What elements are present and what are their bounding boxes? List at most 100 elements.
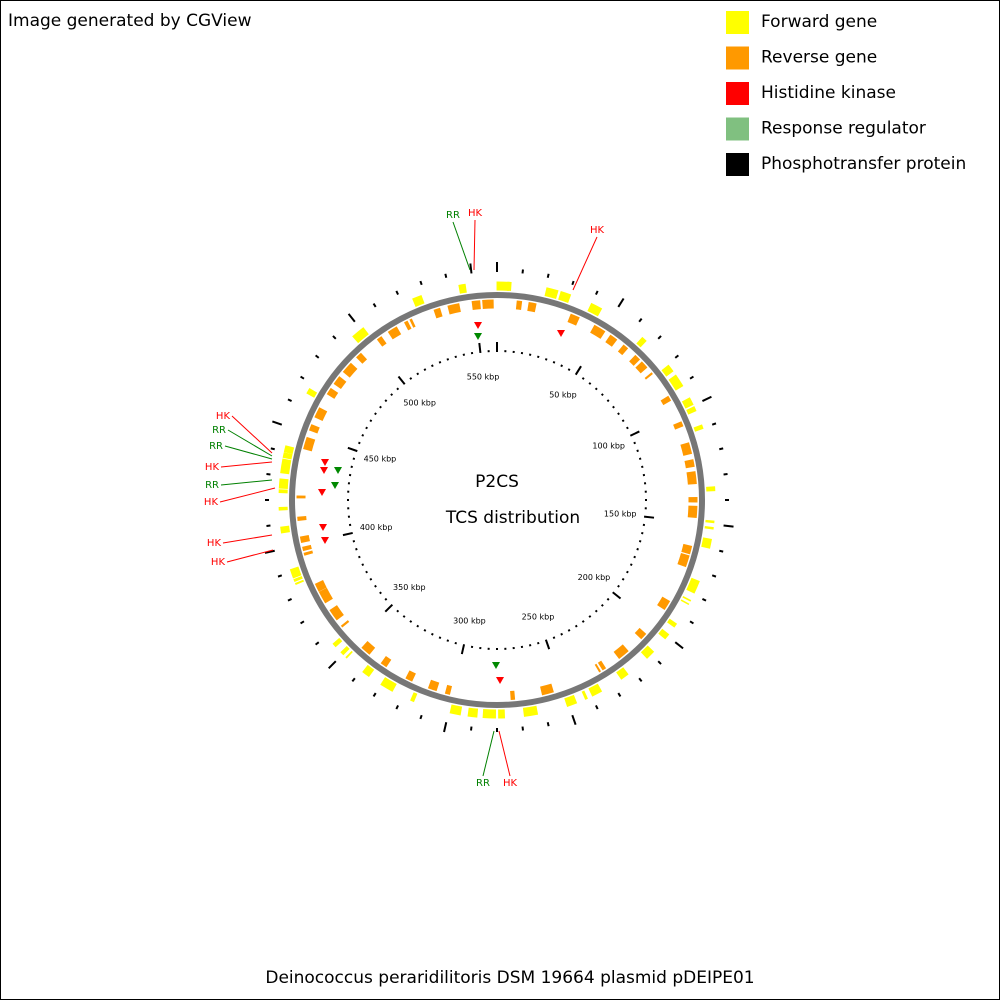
reverse-gene bbox=[303, 550, 314, 556]
inner-tick bbox=[347, 446, 358, 453]
reverse-gene bbox=[660, 395, 672, 406]
inner-tick bbox=[454, 355, 457, 359]
outer-tick bbox=[395, 704, 399, 710]
reverse-gene bbox=[527, 302, 537, 313]
outer-tick bbox=[617, 297, 625, 308]
forward-gene bbox=[668, 374, 684, 391]
reverse-gene bbox=[680, 442, 693, 456]
caption: Deinococcus peraridilitoris DSM 19664 pl… bbox=[265, 968, 754, 988]
outer-tick bbox=[419, 714, 423, 720]
inner-tick bbox=[478, 342, 482, 354]
reverse-gene bbox=[387, 326, 402, 340]
outer-tick bbox=[719, 447, 724, 451]
feature-label: HK bbox=[207, 538, 222, 549]
reverse-gene bbox=[590, 324, 606, 339]
inner-tick bbox=[446, 639, 450, 642]
forward-gene bbox=[289, 566, 302, 579]
inner-tick bbox=[606, 597, 610, 601]
inner-tick bbox=[416, 624, 420, 628]
tcs-marker bbox=[321, 537, 329, 544]
reverse-gene bbox=[302, 544, 312, 552]
feature-leader bbox=[572, 236, 598, 291]
forward-gene bbox=[667, 618, 678, 628]
tcs-marker bbox=[319, 524, 327, 531]
inner-tick bbox=[369, 419, 373, 423]
outer-tick bbox=[689, 375, 694, 380]
reverse-gene bbox=[314, 407, 328, 422]
tcs-marker bbox=[321, 459, 329, 466]
forward-gene bbox=[282, 452, 293, 460]
outer-tick bbox=[638, 317, 643, 323]
inner-tick bbox=[374, 412, 377, 416]
inner-tick bbox=[416, 372, 420, 376]
inner-tick bbox=[606, 399, 610, 403]
outer-tick bbox=[571, 280, 575, 286]
outer-tick bbox=[351, 677, 356, 683]
legend-label: Histidine kinase bbox=[761, 83, 896, 103]
reverse-gene bbox=[673, 421, 684, 430]
reverse-gene bbox=[681, 543, 693, 555]
forward-gene bbox=[345, 650, 353, 659]
tcs-marker bbox=[474, 333, 482, 340]
inner-tick bbox=[612, 405, 615, 409]
reverse-gene bbox=[540, 683, 554, 696]
inner-tick bbox=[438, 636, 442, 639]
outer-tick bbox=[689, 620, 694, 625]
feature-label: RR bbox=[446, 210, 460, 221]
legend-swatch bbox=[726, 46, 749, 70]
reverse-gene bbox=[404, 320, 412, 331]
feature-label: RR bbox=[209, 441, 223, 452]
forward-gene bbox=[278, 478, 289, 489]
feature-leader bbox=[220, 461, 273, 468]
feature-label: HK bbox=[205, 462, 220, 473]
forward-gene bbox=[449, 704, 463, 716]
forward-gene bbox=[588, 683, 603, 697]
inner-tick bbox=[402, 615, 406, 618]
inner-tick bbox=[552, 636, 556, 639]
inner-tick bbox=[365, 426, 368, 430]
feature-leader bbox=[473, 219, 476, 271]
inner-tick bbox=[454, 641, 457, 645]
forward-gene bbox=[412, 294, 425, 307]
forward-gene bbox=[280, 525, 290, 534]
backbone bbox=[289, 292, 705, 708]
forward-gene bbox=[658, 628, 670, 640]
inner-tick bbox=[342, 531, 353, 537]
outer-tick bbox=[272, 420, 283, 426]
legend-label: Phosphotransfer protein bbox=[761, 154, 966, 174]
reverse-gene bbox=[657, 596, 671, 611]
inner-tick bbox=[594, 387, 598, 391]
legend-swatch bbox=[726, 117, 749, 141]
inner-tick bbox=[384, 597, 388, 601]
inner-tick bbox=[431, 364, 434, 368]
outer-tick bbox=[711, 422, 717, 426]
tcs-marker bbox=[320, 467, 328, 474]
inner-tick bbox=[438, 361, 442, 364]
outer-tick bbox=[674, 354, 680, 359]
scale-label: 50 kbp bbox=[549, 391, 577, 400]
tcs-marker bbox=[492, 662, 500, 669]
inner-tick bbox=[409, 377, 413, 380]
feature-label: RR bbox=[212, 425, 226, 436]
inner-tick bbox=[633, 555, 636, 559]
forward-gene bbox=[661, 364, 674, 377]
reverse-gene bbox=[356, 352, 368, 364]
outer-tick bbox=[314, 641, 320, 646]
reverse-gene bbox=[380, 655, 392, 668]
legend-swatch bbox=[726, 11, 749, 34]
feature-leader bbox=[219, 487, 276, 503]
inner-tick bbox=[560, 632, 563, 636]
tcs-marker bbox=[557, 330, 565, 337]
outer-tick bbox=[372, 303, 377, 308]
gene-tracks bbox=[264, 262, 734, 733]
inner-tick bbox=[409, 620, 413, 623]
reverse-gene bbox=[361, 641, 376, 655]
outer-tick bbox=[595, 290, 599, 296]
outer-tick bbox=[443, 722, 448, 733]
map-title: P2CS bbox=[475, 472, 519, 492]
reverse-gene bbox=[340, 620, 350, 628]
inner-tick bbox=[560, 364, 563, 368]
outer-tick bbox=[287, 398, 293, 402]
inner-tick bbox=[358, 555, 361, 559]
